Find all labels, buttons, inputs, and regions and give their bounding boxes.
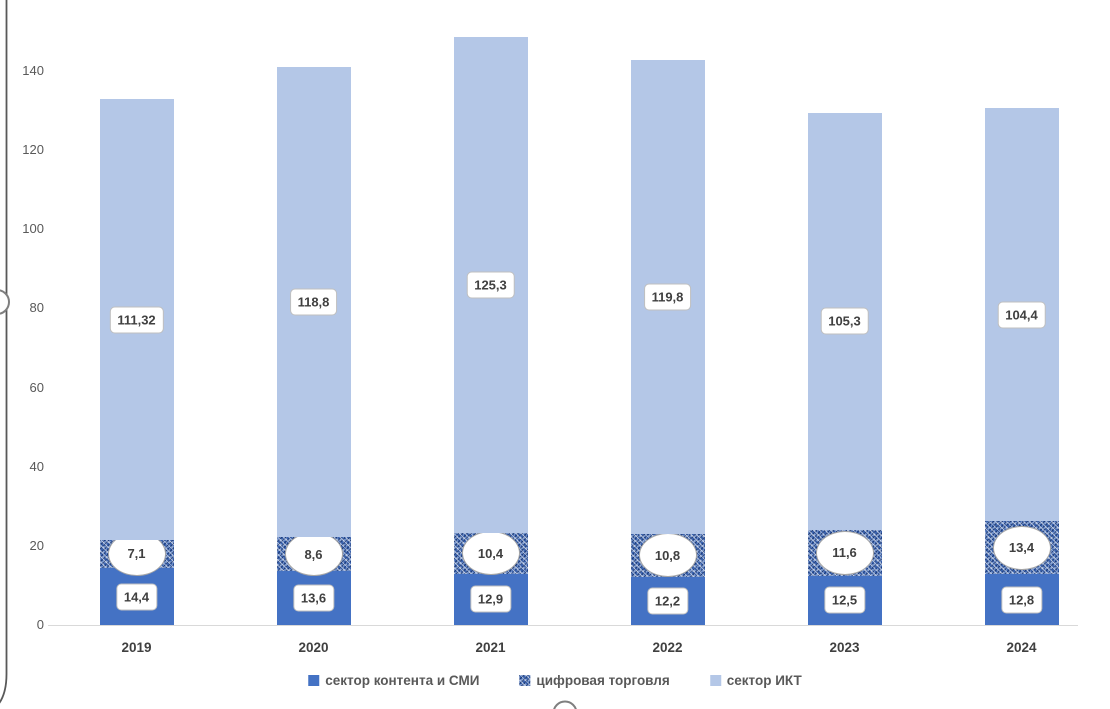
- legend-item: сектор контента и СМИ: [308, 673, 479, 688]
- data-label: 118,8: [289, 288, 338, 316]
- y-tick-label: 60: [29, 379, 44, 395]
- legend-label: сектор контента и СМИ: [325, 673, 480, 688]
- data-label: 12,5: [823, 586, 866, 614]
- data-label: 105,3: [820, 307, 869, 335]
- data-label: 12,8: [1000, 586, 1043, 614]
- y-axis-line: [0, 0, 8, 704]
- data-label: 111,32: [109, 306, 164, 334]
- data-label: 10,4: [461, 531, 520, 576]
- legend-swatch-icon: [709, 675, 721, 686]
- x-category-label: 2021: [475, 640, 506, 655]
- legend-item: сектор ИКТ: [709, 673, 802, 688]
- y-tick-label: 80: [29, 300, 44, 316]
- data-label: 14,4: [115, 583, 158, 610]
- clipped-oval-bottom: [553, 700, 577, 709]
- legend-label: сектор ИКТ: [726, 673, 802, 688]
- legend-label: цифровая торговля: [536, 673, 670, 688]
- legend: сектор контента и СМИ цифровая торговля се…: [308, 673, 802, 688]
- data-label: 119,8: [643, 283, 692, 311]
- y-tick-label: 120: [22, 142, 44, 158]
- legend-swatch-icon: [519, 675, 531, 686]
- data-label: 12,2: [646, 587, 689, 615]
- data-label: 13,4: [992, 525, 1051, 570]
- x-category-label: 2022: [652, 640, 683, 655]
- y-tick-label: 40: [29, 458, 44, 474]
- y-tick-label: 100: [22, 221, 44, 237]
- x-category-label: 2023: [829, 640, 860, 655]
- data-label: 12,9: [469, 585, 512, 613]
- y-tick-label: 0: [36, 617, 44, 632]
- y-tick-label: 140: [22, 63, 44, 78]
- legend-item: цифровая торговля: [519, 673, 670, 688]
- x-axis-line: [48, 625, 1078, 626]
- data-label: 10,8: [638, 533, 697, 578]
- x-category-label: 2019: [121, 640, 152, 655]
- data-label: 8,6: [284, 532, 343, 577]
- data-label: 104,4: [997, 301, 1046, 329]
- x-category-label: 2024: [1006, 640, 1037, 655]
- data-label: 125,3: [466, 271, 515, 299]
- x-category-label: 2020: [298, 640, 329, 655]
- y-tick-label: 20: [29, 537, 44, 553]
- data-label: 13,6: [292, 584, 335, 612]
- data-label: 11,6: [815, 530, 874, 575]
- legend-swatch-icon: [308, 675, 320, 686]
